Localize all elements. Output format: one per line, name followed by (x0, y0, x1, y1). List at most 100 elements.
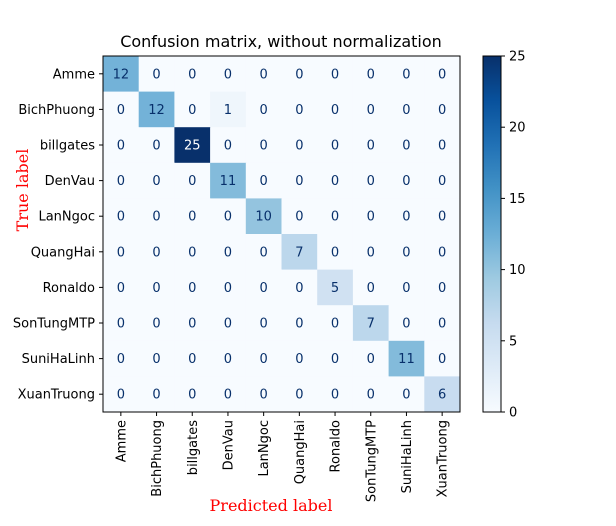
cell-value-label: 0 (438, 352, 446, 367)
matrix-cell (352, 91, 390, 128)
cell-value-label: 0 (117, 210, 125, 225)
matrix-cell (352, 269, 390, 306)
cell-value-label: 0 (367, 388, 375, 403)
matrix-cell (388, 234, 425, 271)
matrix-cell (317, 340, 354, 377)
matrix-cell (388, 162, 425, 199)
cell-value-label: 0 (224, 210, 232, 225)
matrix-cell (174, 91, 211, 128)
cell-value-label: 0 (188, 103, 196, 118)
matrix-cell (424, 91, 461, 128)
cell-value-label: 0 (260, 67, 268, 82)
matrix-cell (424, 376, 461, 413)
cell-value-label: 0 (224, 281, 232, 296)
cell-value-label: 0 (331, 174, 339, 189)
cell-value-label: 0 (260, 352, 268, 367)
cell-value-label: 0 (188, 245, 196, 260)
cell-value-label: 0 (188, 352, 196, 367)
colorbar-tick-label: 0 (509, 406, 517, 421)
cell-value-label: 0 (152, 388, 160, 403)
matrix-cell (281, 198, 318, 235)
matrix-cell (174, 269, 211, 306)
matrix-cell (103, 91, 140, 128)
matrix-cell (210, 340, 247, 377)
cell-value-label: 0 (224, 139, 232, 154)
column-tick-label: Ronaldo (329, 420, 344, 472)
cell-value-label: 0 (295, 139, 303, 154)
row-tick-label: Ronaldo (43, 281, 95, 296)
row-tick-label: billgates (40, 139, 95, 154)
matrix-cell (281, 376, 318, 413)
matrix-cell (388, 340, 425, 377)
matrix-cell (424, 234, 461, 271)
matrix-cell (210, 162, 247, 199)
cell-value-label: 0 (295, 67, 303, 82)
matrix-cell (352, 162, 390, 199)
cell-value-label: 0 (438, 139, 446, 154)
cell-value-label: 0 (188, 317, 196, 332)
cell-value-label: 0 (117, 174, 125, 189)
cell-value-label: 0 (224, 317, 232, 332)
matrix-frame (102, 55, 461, 413)
cell-value-label: 0 (331, 67, 339, 82)
cell-value-label: 0 (331, 388, 339, 403)
cell-value-label: 0 (367, 174, 375, 189)
matrix-cell (281, 56, 318, 93)
matrix-cell (245, 198, 282, 235)
matrix-cell (317, 127, 354, 164)
matrix-cell (103, 376, 140, 413)
cell-value-label: 11 (398, 352, 415, 367)
matrix-cell (174, 127, 211, 164)
cell-value-label: 0 (438, 210, 446, 225)
cell-value-label: 0 (331, 103, 339, 118)
column-tick-label: LanNgoc (257, 420, 272, 477)
cell-value-label: 0 (295, 281, 303, 296)
matrix-cell (424, 305, 461, 342)
matrix-cell (317, 305, 354, 342)
cell-value-label: 0 (224, 245, 232, 260)
matrix-cell (388, 56, 425, 93)
cell-value-label: 0 (295, 210, 303, 225)
matrix-cell (174, 305, 211, 342)
cell-value-label: 0 (402, 67, 410, 82)
matrix-cell (424, 56, 461, 93)
colorbar-tick-label: 20 (509, 121, 526, 136)
x-axis-label: Predicted label (210, 496, 333, 515)
matrix-cell (424, 162, 461, 199)
matrix-cell (210, 234, 247, 271)
row-tick-label: Amme (53, 67, 95, 82)
cell-value-label: 0 (438, 174, 446, 189)
cell-value-label: 0 (117, 352, 125, 367)
cell-value-label: 11 (220, 174, 237, 189)
cell-value-label: 0 (152, 281, 160, 296)
cell-value-label: 0 (367, 281, 375, 296)
matrix-cell (245, 56, 282, 93)
matrix-cell (138, 91, 175, 128)
column-tick-label: QuangHai (293, 420, 308, 484)
matrix-cell (388, 127, 425, 164)
cell-value-label: 0 (402, 174, 410, 189)
matrix-cell (174, 376, 211, 413)
matrix-cell (352, 234, 390, 271)
cell-value-label: 0 (152, 245, 160, 260)
matrix-cell (281, 127, 318, 164)
matrix-cell (245, 127, 282, 164)
matrix-cell (317, 56, 354, 93)
matrix-cell (245, 234, 282, 271)
cell-value-label: 0 (188, 210, 196, 225)
matrix-cell (210, 56, 247, 93)
matrix-cell (245, 269, 282, 306)
cell-value-label: 0 (367, 103, 375, 118)
cell-value-label: 0 (152, 174, 160, 189)
matrix-cell (281, 91, 318, 128)
row-tick-label: SuniHaLinh (22, 352, 95, 367)
column-tick-label: XuanTruong (436, 420, 451, 497)
matrix-cell (174, 234, 211, 271)
matrix-cell (210, 305, 247, 342)
cell-value-label: 0 (260, 388, 268, 403)
cell-value-label: 6 (438, 388, 446, 403)
cell-value-label: 0 (367, 139, 375, 154)
matrix-cell (174, 340, 211, 377)
row-tick-label: XuanTruong (18, 388, 95, 403)
row-tick-label: DenVau (45, 174, 95, 189)
